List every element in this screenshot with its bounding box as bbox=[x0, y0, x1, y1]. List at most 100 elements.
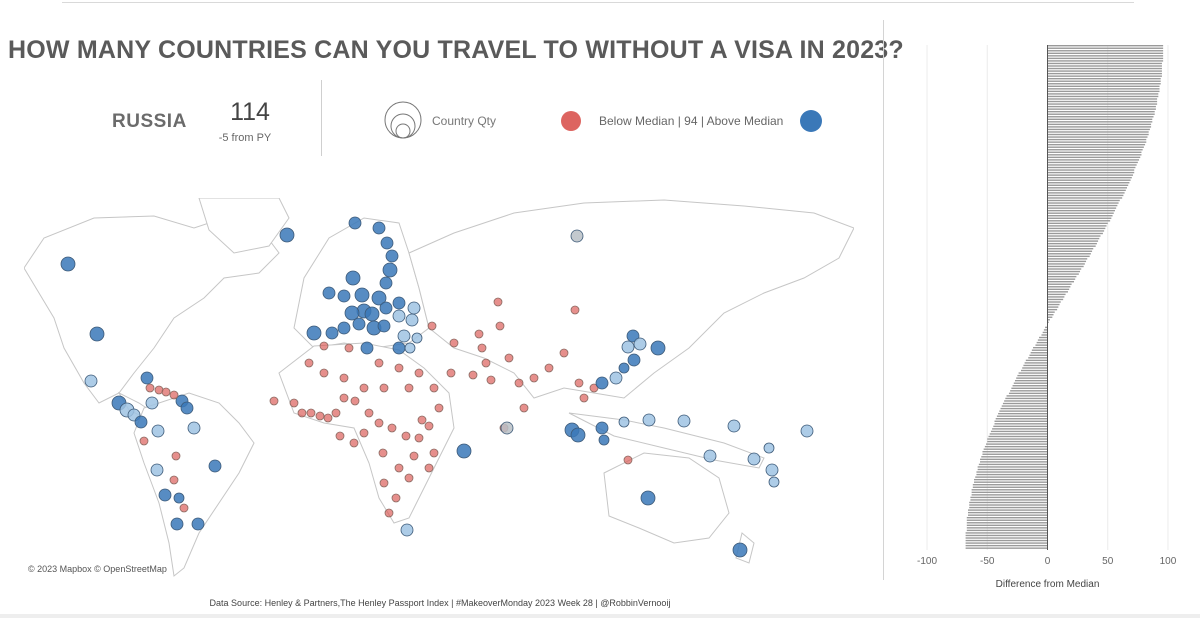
bar[interactable] bbox=[1047, 303, 1060, 306]
bar[interactable] bbox=[1047, 75, 1162, 77]
bar[interactable] bbox=[1047, 209, 1115, 212]
bar[interactable] bbox=[1047, 296, 1065, 298]
country-marker[interactable] bbox=[279, 227, 295, 243]
country-marker[interactable] bbox=[514, 378, 524, 388]
country-marker[interactable] bbox=[623, 455, 633, 465]
bar[interactable] bbox=[1047, 275, 1077, 278]
bar[interactable] bbox=[1047, 103, 1158, 105]
country-marker[interactable] bbox=[621, 340, 635, 354]
country-marker[interactable] bbox=[89, 326, 105, 342]
bar[interactable] bbox=[984, 445, 1048, 448]
bar[interactable] bbox=[981, 456, 1048, 458]
country-marker[interactable] bbox=[134, 415, 148, 429]
country-marker[interactable] bbox=[145, 396, 159, 410]
country-marker[interactable] bbox=[364, 408, 374, 418]
country-marker[interactable] bbox=[371, 290, 387, 306]
country-marker[interactable] bbox=[400, 523, 414, 537]
bar[interactable] bbox=[1047, 265, 1084, 268]
bar[interactable] bbox=[1010, 390, 1048, 392]
bar[interactable] bbox=[1047, 118, 1153, 120]
bar[interactable] bbox=[1047, 293, 1066, 296]
country-marker[interactable] bbox=[434, 403, 444, 413]
bar[interactable] bbox=[1047, 235, 1101, 237]
bar[interactable] bbox=[1047, 50, 1164, 52]
country-marker[interactable] bbox=[640, 490, 656, 506]
bar[interactable] bbox=[1047, 260, 1087, 263]
country-marker[interactable] bbox=[150, 463, 164, 477]
bar[interactable] bbox=[1047, 93, 1159, 95]
bar[interactable] bbox=[1047, 128, 1150, 131]
bar[interactable] bbox=[1047, 83, 1161, 85]
bar[interactable] bbox=[1047, 164, 1137, 166]
country-marker[interactable] bbox=[325, 326, 339, 340]
country-marker[interactable] bbox=[417, 415, 427, 425]
bar[interactable] bbox=[1047, 286, 1071, 288]
bar[interactable] bbox=[1028, 357, 1048, 359]
country-marker[interactable] bbox=[468, 370, 478, 380]
bar[interactable] bbox=[1047, 237, 1100, 240]
country-marker[interactable] bbox=[404, 342, 416, 354]
bar[interactable] bbox=[1047, 166, 1136, 169]
country-marker[interactable] bbox=[703, 449, 717, 463]
country-marker[interactable] bbox=[763, 442, 775, 454]
country-marker[interactable] bbox=[306, 408, 316, 418]
country-marker[interactable] bbox=[180, 401, 194, 415]
bar[interactable] bbox=[971, 491, 1048, 494]
country-marker[interactable] bbox=[384, 508, 394, 518]
bar[interactable] bbox=[1047, 308, 1058, 311]
bar[interactable] bbox=[966, 527, 1048, 529]
bar[interactable] bbox=[1047, 113, 1155, 115]
bar[interactable] bbox=[1047, 301, 1061, 303]
bar[interactable] bbox=[1047, 230, 1105, 232]
country-marker[interactable] bbox=[392, 296, 406, 310]
country-marker[interactable] bbox=[374, 358, 384, 368]
country-marker[interactable] bbox=[519, 403, 529, 413]
country-marker[interactable] bbox=[429, 383, 439, 393]
bar[interactable] bbox=[1047, 189, 1126, 192]
bar[interactable] bbox=[965, 537, 1048, 539]
bar[interactable] bbox=[1018, 372, 1048, 374]
bar[interactable] bbox=[996, 415, 1048, 417]
bar[interactable] bbox=[1047, 80, 1161, 82]
country-marker[interactable] bbox=[337, 289, 351, 303]
bar[interactable] bbox=[1047, 255, 1090, 258]
country-marker[interactable] bbox=[379, 383, 389, 393]
bar[interactable] bbox=[1047, 291, 1068, 293]
bar[interactable] bbox=[1047, 278, 1076, 280]
country-marker[interactable] bbox=[589, 383, 599, 393]
country-marker[interactable] bbox=[360, 341, 374, 355]
bar[interactable] bbox=[1024, 362, 1048, 364]
bar[interactable] bbox=[1047, 187, 1128, 189]
bar[interactable] bbox=[998, 412, 1048, 415]
country-marker[interactable] bbox=[529, 373, 539, 383]
bar[interactable] bbox=[1047, 62, 1162, 65]
bar[interactable] bbox=[1047, 141, 1147, 143]
bar[interactable] bbox=[1025, 359, 1048, 362]
country-marker[interactable] bbox=[374, 418, 384, 428]
bar[interactable] bbox=[1047, 159, 1140, 161]
country-marker[interactable] bbox=[352, 317, 366, 331]
country-marker[interactable] bbox=[339, 393, 349, 403]
country-marker[interactable] bbox=[304, 358, 314, 368]
bar[interactable] bbox=[994, 423, 1048, 425]
bar[interactable] bbox=[1016, 377, 1048, 379]
bar[interactable] bbox=[1047, 283, 1072, 285]
bar[interactable] bbox=[1047, 313, 1054, 316]
country-marker[interactable] bbox=[642, 413, 656, 427]
country-marker[interactable] bbox=[337, 321, 351, 335]
bar[interactable] bbox=[1039, 336, 1048, 339]
country-marker[interactable] bbox=[377, 319, 391, 333]
bar[interactable] bbox=[968, 514, 1048, 516]
country-marker[interactable] bbox=[477, 343, 487, 353]
bar[interactable] bbox=[988, 435, 1048, 438]
country-marker[interactable] bbox=[348, 216, 362, 230]
bar[interactable] bbox=[975, 476, 1048, 478]
bar[interactable] bbox=[969, 506, 1048, 509]
country-marker[interactable] bbox=[574, 378, 584, 388]
bar[interactable] bbox=[976, 473, 1048, 476]
country-marker[interactable] bbox=[409, 451, 419, 461]
country-marker[interactable] bbox=[486, 375, 496, 385]
bar[interactable] bbox=[977, 466, 1048, 468]
bar[interactable] bbox=[1000, 407, 1048, 410]
country-marker[interactable] bbox=[595, 376, 609, 390]
